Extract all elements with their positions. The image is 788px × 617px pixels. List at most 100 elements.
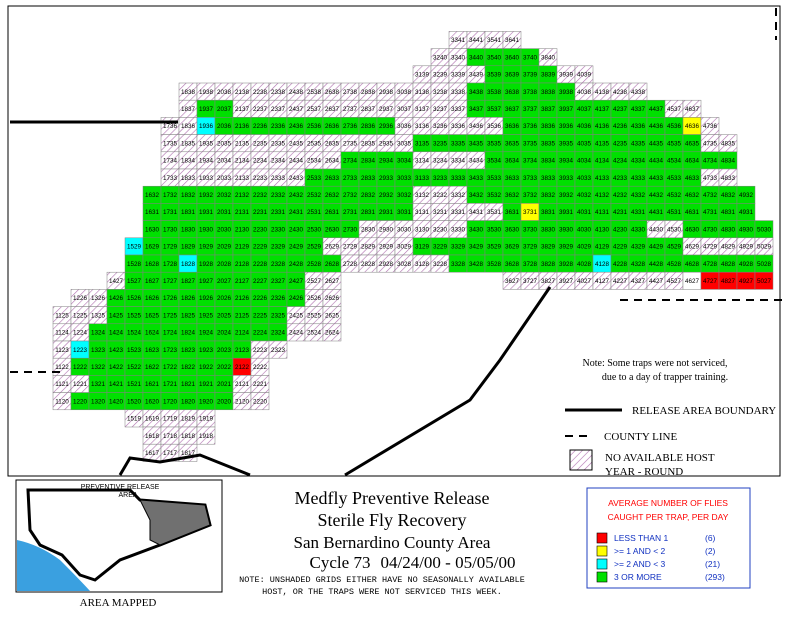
grid-cell-label: 4534 (667, 158, 682, 165)
grid-cell-label: 4234 (613, 158, 628, 165)
grid-cell-label: 1421 (109, 381, 124, 388)
grid-cell-label: 2032 (217, 192, 232, 199)
grid-cell-label: 2528 (307, 261, 322, 268)
grid-cell-label: 4631 (685, 209, 700, 216)
grid-cell-label: 1824 (181, 330, 196, 337)
grid-cell-label: 1927 (199, 278, 214, 285)
grid-cell-label: 1822 (181, 364, 196, 371)
grid-cell-label: 4834 (721, 158, 736, 165)
grid-cell-label: 3240 (433, 54, 448, 61)
grid-cell-label: 1925 (199, 312, 214, 319)
grid-cell-label: 3734 (523, 158, 538, 165)
grid-cell-label: 2338 (271, 89, 286, 96)
grid-cell-label: 1524 (127, 330, 142, 337)
grid-cell-label: 4928 (739, 261, 754, 268)
grid-cell-label: 4927 (739, 278, 754, 285)
grid-cell-label: 2627 (325, 278, 340, 285)
grid-cell-label: 1629 (145, 244, 160, 251)
grid-cell-label: 4433 (649, 175, 664, 182)
grid-cell-label: 4333 (631, 175, 646, 182)
grid-cell-label: 4231 (613, 209, 628, 216)
grid-cell-label: 1730 (163, 226, 178, 233)
grid-cell-label: 3428 (469, 261, 484, 268)
grid-cell-label: 3129 (415, 244, 430, 251)
grid-cell-label: 2533 (307, 175, 322, 182)
grid-cell-label: 1924 (199, 330, 214, 337)
grid-cell-label: 4338 (631, 89, 646, 96)
grid-cell-label: 3435 (469, 140, 484, 147)
grid-cell-label: 3837 (541, 106, 556, 113)
grid-cell-label: 2330 (271, 226, 286, 233)
grid-cell-label: 1424 (109, 330, 124, 337)
grid-cell-label: 4129 (595, 244, 610, 251)
grid-cell-label: 3429 (469, 244, 484, 251)
grid-cell-label: 2525 (307, 312, 322, 319)
grid-cell-label: 1734 (163, 158, 178, 165)
grid-cell-label: 2736 (343, 123, 358, 130)
grid-cell-label: 4137 (595, 106, 610, 113)
grid-cell-label: 3229 (433, 244, 448, 251)
grid-cell-label: 3234 (433, 158, 448, 165)
grid-cell-label: 3136 (415, 123, 430, 130)
grid-cell-label: 2323 (271, 347, 286, 354)
grid-cell-label: 3535 (487, 140, 502, 147)
grid-cell-label: 4133 (595, 175, 610, 182)
grid-cell-label: 1625 (145, 312, 160, 319)
grid-cell-label: 1817 (181, 450, 196, 457)
grid-cell-label: 2537 (307, 106, 322, 113)
grid-cell-label: 4535 (667, 140, 682, 147)
grid-cell-label: 1719 (163, 416, 178, 423)
grid-cell-label: 4136 (595, 123, 610, 130)
grid-cell-label: 3339 (451, 72, 466, 79)
grid-cell-label: 1425 (109, 312, 124, 319)
grid-cell-label: 3332 (451, 192, 466, 199)
grid-cell-label: 2220 (253, 398, 268, 405)
grid-cell-label: 1727 (163, 278, 178, 285)
grid-cell-label: 4830 (721, 226, 736, 233)
grid-cell-label: 2332 (271, 192, 286, 199)
dates: 04/24/00 - 05/05/00 (380, 553, 515, 572)
grid-cell-label: 1618 (145, 433, 160, 440)
grid-cell-label: 2229 (253, 244, 268, 251)
grid-cell-label: 4627 (685, 278, 700, 285)
key-count: (2) (705, 546, 716, 556)
grid-cell-label: 4233 (613, 175, 628, 182)
grid-cell-label: 1936 (199, 123, 214, 130)
grid-cell-label: 2732 (343, 192, 358, 199)
grid-cell-label: 2123 (235, 347, 250, 354)
grid-cell-label: 1922 (199, 364, 214, 371)
grid-cell-label: 1125 (55, 312, 69, 319)
grid-cell-label: 2833 (361, 175, 376, 182)
grid-cell-label: 4328 (631, 261, 646, 268)
grid-cell-label: 1929 (199, 244, 214, 251)
grid-cell-label: 1120 (55, 398, 69, 405)
grid-cell-label: 2935 (379, 140, 394, 147)
grid-cell-label: 1819 (181, 416, 196, 423)
grid-cell-label: 4335 (631, 140, 646, 147)
grid-cell-label: 3233 (433, 175, 448, 182)
grid-cell-label: 2624 (325, 330, 340, 337)
key-swatch (596, 532, 608, 544)
grid-cell-label: 3935 (559, 140, 574, 147)
grid-cell-label: 4532 (667, 192, 682, 199)
grid-cell-label: 2436 (289, 123, 304, 130)
grid-cell-label: 1821 (181, 381, 196, 388)
grid-cell-label: 2034 (217, 158, 232, 165)
grid-cell-label: 1728 (163, 261, 178, 268)
grid-cell-label: 2629 (325, 244, 340, 251)
legend-label: RELEASE AREA BOUNDARY (632, 405, 776, 417)
grid-cell-label: 3037 (397, 106, 412, 113)
grid-cell-label: 3228 (433, 261, 448, 268)
grid-cell-label: 2930 (379, 226, 394, 233)
grid-cell-label: 4431 (649, 209, 664, 216)
grid-cell (754, 271, 774, 290)
note-line: Note: Some traps were not serviced, (583, 358, 728, 369)
grid-cell-label: 2122 (235, 364, 250, 371)
grid-cell-label: 3839 (541, 72, 556, 79)
grid-cell-label: 4036 (577, 123, 592, 130)
footnote: HOST, OR THE TRAPS WERE NOT SERVICED THI… (262, 587, 502, 597)
grid-cell-label: 4232 (613, 192, 628, 199)
grid-cell-label: 2429 (289, 244, 304, 251)
grid-cell-label: 4931 (739, 209, 754, 216)
grid-cell-label: 1522 (127, 364, 142, 371)
